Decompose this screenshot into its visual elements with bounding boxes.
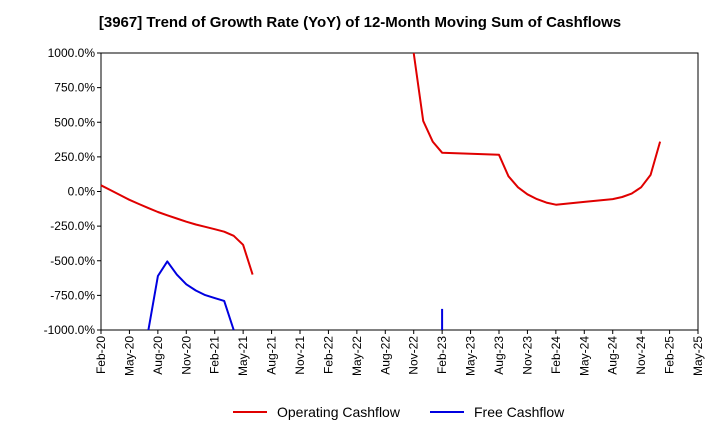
legend-item-operating-cashflow: Operating Cashflow [233,404,400,420]
x-tick-label: Nov-20 [179,336,193,375]
x-tick-label: May-25 [691,336,705,376]
x-tick-label: Nov-21 [293,336,307,375]
x-tick-label: May-20 [122,336,136,376]
plot-frame [100,52,699,331]
x-tick-label: May-22 [350,336,364,376]
x-tick-label: Aug-20 [151,336,165,375]
x-tick-label: Feb-23 [435,336,449,374]
legend-swatch-operating [233,411,267,413]
series-operating-cashflow [412,52,662,206]
y-tick-label: 500.0% [54,115,95,129]
y-tick-label: 1000.0% [48,46,96,60]
x-tick-label: May-23 [464,336,478,376]
x-tick-label: Feb-21 [208,336,222,374]
x-tick-label: May-24 [577,336,591,376]
y-tick-label: -750.0% [50,288,95,302]
x-tick-label: Aug-22 [378,336,392,375]
x-tick-label: Nov-23 [520,336,534,375]
y-tick-label: -250.0% [50,219,95,233]
x-tick-label: Aug-23 [492,336,506,375]
legend-label-free: Free Cashflow [474,404,565,420]
series-layer [100,52,662,331]
legend-swatch-free [430,411,464,413]
y-tick-label: -500.0% [50,254,95,268]
x-tick-label: Aug-24 [606,336,620,375]
chart-title: [3967] Trend of Growth Rate (YoY) of 12-… [98,14,622,31]
y-tick-label: 250.0% [54,150,95,164]
legend-item-free-cashflow: Free Cashflow [430,404,564,420]
x-tick-label: May-21 [236,336,250,376]
x-tick-label: Feb-20 [94,336,108,374]
y-tick-label: 750.0% [54,81,95,95]
y-tick-label: 0.0% [68,185,96,199]
x-tick-label: Nov-24 [634,336,648,375]
x-tick-label: Aug-21 [265,336,279,375]
x-tick-label: Nov-22 [407,336,421,375]
y-tick-label: -1000.0% [44,323,96,337]
series-operating-cashflow [100,184,254,275]
x-tick-label: Feb-24 [549,336,563,374]
x-tick-label: Feb-25 [663,336,677,374]
series-free-cashflow [147,260,235,331]
legend: Operating Cashflow Free Cashflow [0,404,720,426]
axis-layer: 1000.0% 750.0% 500.0% 250.0% 0.0% -250.0% -500… [44,46,705,376]
x-tick-label: Feb-22 [321,336,335,374]
legend-label-operating: Operating Cashflow [277,404,400,420]
